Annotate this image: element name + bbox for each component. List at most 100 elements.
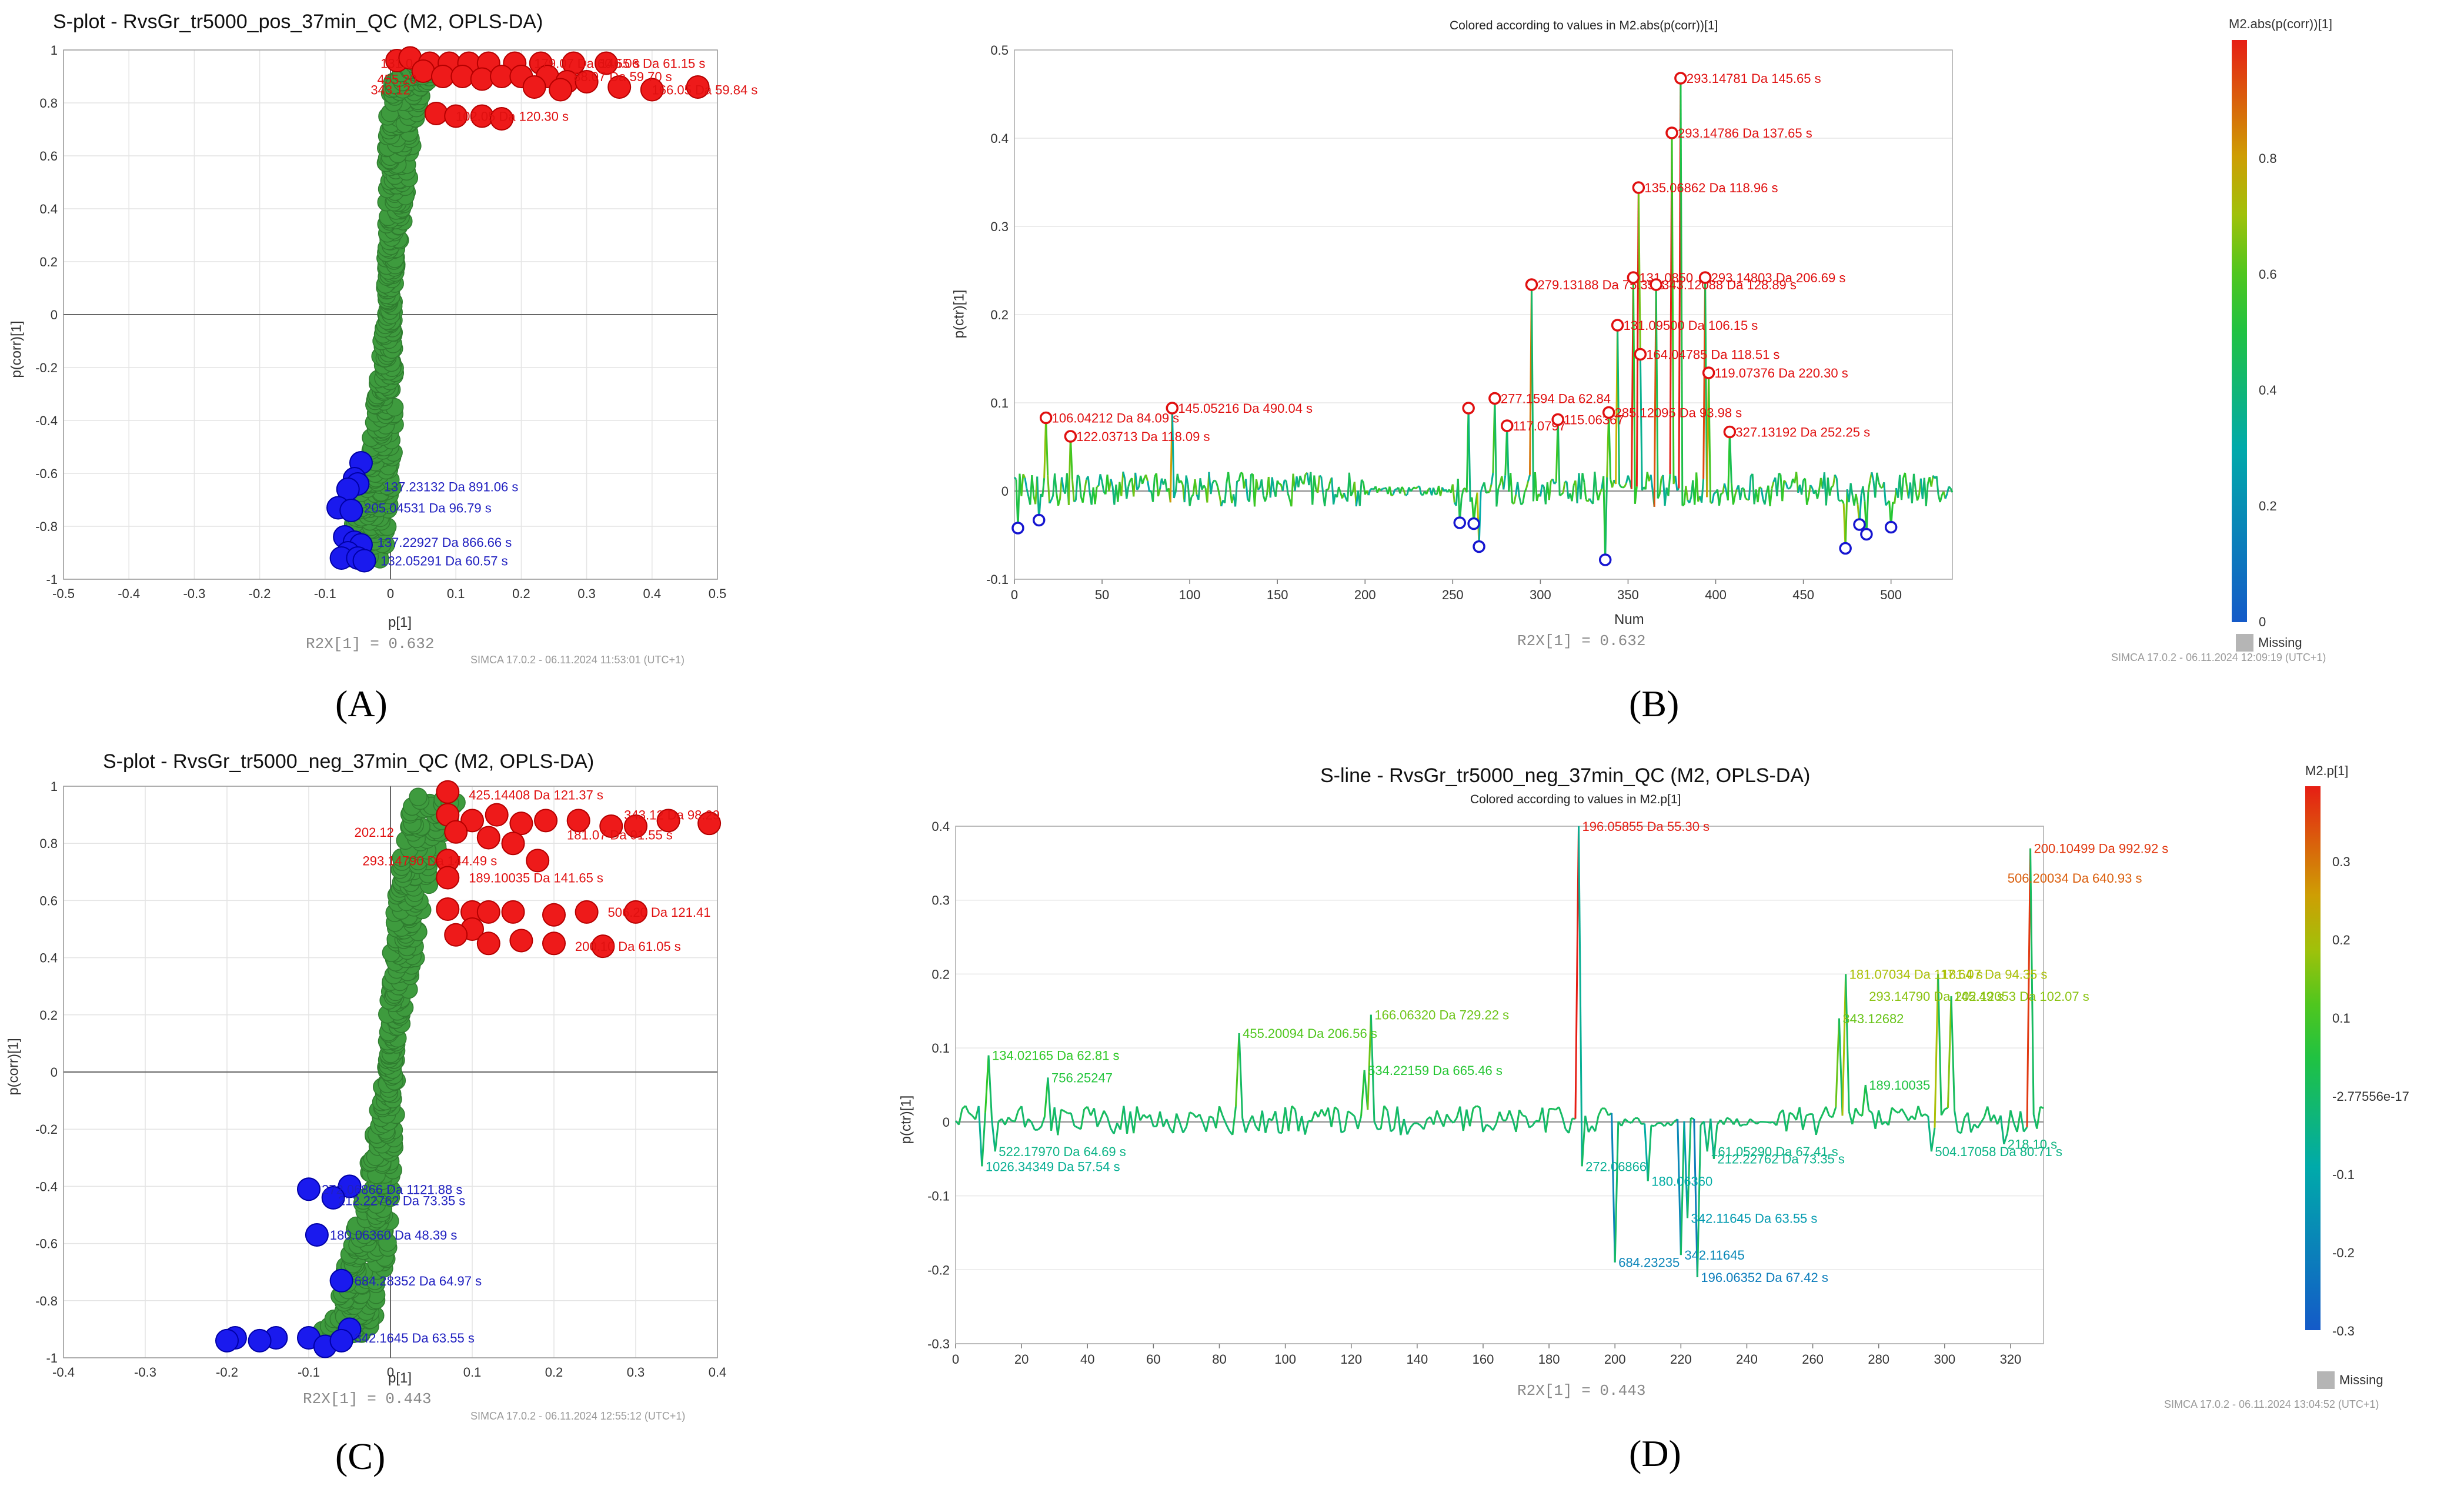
panel-d-ylabel: p(ctr)[1] xyxy=(898,1095,914,1144)
c-red-point xyxy=(624,814,647,839)
d-series-segment xyxy=(1393,1106,1398,1129)
c-xtick-label: -0.2 xyxy=(216,1365,238,1380)
b-series-segment xyxy=(1876,472,1880,483)
a-ytick-label: -0.8 xyxy=(35,519,58,534)
b-series-segment xyxy=(1495,488,1500,507)
d-series-segment xyxy=(1274,1111,1280,1133)
b-series-segment xyxy=(1287,493,1291,500)
d-series-segment xyxy=(1377,1128,1381,1131)
b-spike-marker xyxy=(1853,518,1866,531)
panel-b-colorbar-title: M2.abs(p(corr))[1] xyxy=(2229,16,2333,31)
b-series-segment xyxy=(1411,486,1415,490)
d-xtick-label: 20 xyxy=(1014,1352,1029,1367)
b-series-segment xyxy=(1874,472,1878,498)
d-series-segment xyxy=(1020,1106,1026,1128)
b-series-segment xyxy=(1362,482,1366,495)
c-red-point xyxy=(444,820,468,844)
b-series-segment xyxy=(1281,480,1286,492)
b-spike-marker xyxy=(1884,520,1898,534)
d-series-segment xyxy=(1637,1117,1642,1125)
d-series-segment xyxy=(1498,1111,1504,1121)
d-spike-label: 196.06352 Da 67.42 s xyxy=(1701,1270,1828,1285)
d-ytick-label: 0 xyxy=(943,1115,950,1130)
panel-b-stamp: SIMCA 17.0.2 - 06.11.2024 12:09:19 (UTC+… xyxy=(2111,652,2326,663)
c-annotation: 342.1645 Da 63.55 s xyxy=(355,1331,475,1345)
b-spike-marker xyxy=(1723,425,1737,439)
d-series-segment xyxy=(1597,1108,1603,1116)
d-series-segment xyxy=(1284,1107,1290,1131)
d-series-segment xyxy=(1030,1121,1036,1130)
d-series-segment xyxy=(1831,1107,1837,1118)
d-series-segment xyxy=(1261,1110,1267,1133)
b-series-segment xyxy=(1227,472,1231,489)
b-series-segment xyxy=(1783,479,1787,483)
b-series-segment xyxy=(1816,490,1820,499)
c-red-point xyxy=(436,780,460,804)
d-series-segment xyxy=(2003,1133,2008,1145)
b-series-segment xyxy=(1742,488,1747,499)
a-red-point xyxy=(575,70,599,94)
d-series-segment xyxy=(1561,1116,1567,1130)
a-xtick-label: -0.1 xyxy=(314,586,336,601)
d-series-segment xyxy=(994,1121,1000,1152)
b-ytick-label: 0.2 xyxy=(990,308,1009,322)
a-xtick-label: 0.5 xyxy=(709,586,727,601)
d-series-segment xyxy=(1136,1106,1141,1121)
d-series-segment xyxy=(1752,1121,1758,1125)
b-series-segment xyxy=(1333,494,1337,505)
b-series-segment xyxy=(1013,476,1017,480)
d-series-segment xyxy=(1320,1108,1326,1117)
c-red-point xyxy=(575,900,599,924)
b-series-segment xyxy=(1838,499,1841,502)
b-series-segment xyxy=(1083,479,1087,492)
a-red-point xyxy=(424,102,448,125)
c-annotation: 425.14408 Da 121.37 s xyxy=(469,788,603,803)
b-xtick-label: 0 xyxy=(1011,587,1018,602)
b-series-segment xyxy=(1248,474,1252,502)
c-blue-point xyxy=(321,1186,345,1210)
b-series-segment xyxy=(1597,493,1601,501)
d-colorbar-tick: -0.2 xyxy=(2332,1245,2355,1260)
d-series-segment xyxy=(2036,1106,2041,1129)
d-series-segment xyxy=(1944,1107,1948,1110)
d-series-segment xyxy=(1980,1117,1985,1123)
d-series-segment xyxy=(1027,1118,1032,1123)
d-xtick-label: 0 xyxy=(952,1352,959,1367)
panel-d-plot: -0.3 -0.2 -0.1 0 0.1 0.2 0.3 0.4 0 20 40 60 80 100 120… xyxy=(927,786,2409,1367)
d-series-segment xyxy=(1706,1118,1712,1152)
d-series-segment xyxy=(1687,1118,1692,1218)
d-series-segment xyxy=(1159,1111,1164,1127)
panel-b-subtitle: Colored according to values in M2.abs(p(… xyxy=(1450,19,1718,32)
d-series-segment xyxy=(1581,1116,1587,1167)
a-red-point xyxy=(594,51,618,75)
c-annotation: 200.10 Da 61.05 s xyxy=(575,939,681,954)
d-xtick-label: 220 xyxy=(1670,1352,1692,1367)
d-series-segment xyxy=(1244,1122,1250,1133)
b-series-segment xyxy=(1559,493,1562,496)
c-xtick-label: 0.4 xyxy=(709,1365,727,1380)
d-series-segment xyxy=(1198,1114,1204,1123)
d-series-segment xyxy=(1835,1018,1840,1107)
a-annotation: 146.06 Da 61.15 s xyxy=(600,56,706,71)
d-series-segment xyxy=(1861,1084,1867,1116)
b-series-segment xyxy=(1849,483,1854,496)
b-series-segment xyxy=(1318,475,1322,477)
b-series-segment xyxy=(1571,485,1575,502)
d-series-segment xyxy=(1060,1108,1065,1112)
c-ytick-label: 0.2 xyxy=(39,1008,58,1023)
b-series-segment xyxy=(1134,472,1138,490)
panel-d-label: (D) xyxy=(1629,1432,1681,1474)
d-spike-label: 200.10499 Da 992.92 s xyxy=(2034,842,2169,856)
b-series-segment xyxy=(1583,482,1587,500)
panel-c-ylabel: p(corr)[1] xyxy=(5,1038,22,1096)
d-series-segment xyxy=(1558,1107,1563,1117)
b-series-segment xyxy=(1588,498,1592,502)
d-series-segment xyxy=(1703,1121,1708,1152)
b-series-segment xyxy=(1745,497,1748,500)
panel-a-xlabel: p[1] xyxy=(388,615,412,630)
d-series-segment xyxy=(1937,974,1942,1116)
b-series-segment xyxy=(1650,475,1654,490)
b-series-segment xyxy=(1094,486,1098,505)
d-spike-label: 455.20094 Da 206.56 s xyxy=(1243,1026,1377,1041)
d-series-segment xyxy=(1086,1106,1092,1116)
